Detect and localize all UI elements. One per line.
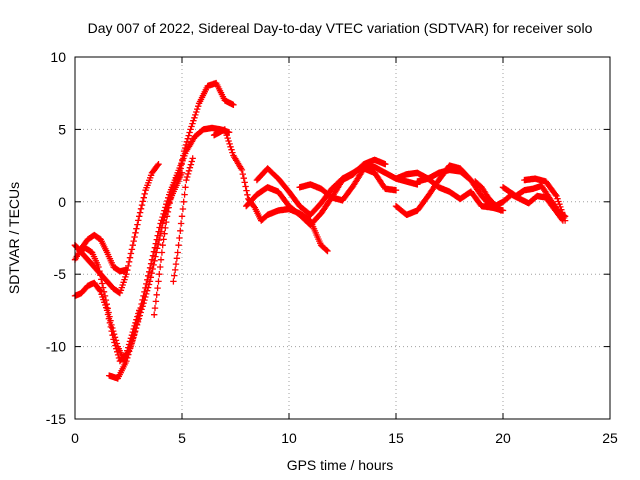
- axes: 0 5 10 15 20 25 -15 -10 -5 0 5 10: [46, 49, 618, 446]
- x-tick-label: 15: [388, 430, 404, 446]
- series-sat-r: [521, 175, 569, 224]
- y-tick-label: -5: [54, 266, 67, 282]
- data-points: [71, 79, 569, 382]
- series-sat-e: [106, 124, 233, 382]
- series-sat-o: [472, 178, 505, 214]
- series-markers: [71, 231, 130, 275]
- x-tick-label: 25: [602, 430, 618, 446]
- y-tick-label: 5: [58, 121, 66, 137]
- y-tick-label: -15: [46, 411, 66, 427]
- y-tick-label: 10: [50, 49, 66, 65]
- chart-title: Day 007 of 2022, Sidereal Day-to-day VTE…: [88, 20, 593, 36]
- series-sat-f: [151, 79, 237, 318]
- x-axis-label: GPS time / hours: [287, 457, 394, 473]
- x-tick-label: 5: [178, 430, 186, 446]
- x-tick-label: 10: [281, 430, 297, 446]
- series-sat-n: [414, 166, 507, 214]
- series-markers: [296, 165, 400, 204]
- series-markers: [151, 79, 237, 318]
- series-markers: [170, 155, 196, 285]
- series-markers: [106, 124, 233, 382]
- series-sat-k: [296, 165, 400, 204]
- series-sat-q: [499, 191, 567, 224]
- x-tick-label: 20: [495, 430, 511, 446]
- plot-frame: [74, 56, 611, 420]
- series-sat-g: [170, 155, 196, 285]
- series-markers: [472, 178, 505, 214]
- x-tick-label: 0: [71, 430, 79, 446]
- series-sat-c: [71, 231, 130, 275]
- series-markers: [499, 191, 567, 224]
- y-axis-label: SDTVAR / TECUs: [6, 182, 22, 294]
- y-tick-label: 0: [58, 194, 66, 210]
- grid: [75, 57, 610, 419]
- y-tick-label: -10: [46, 339, 66, 355]
- series-markers: [414, 166, 507, 214]
- series-markers: [521, 175, 569, 224]
